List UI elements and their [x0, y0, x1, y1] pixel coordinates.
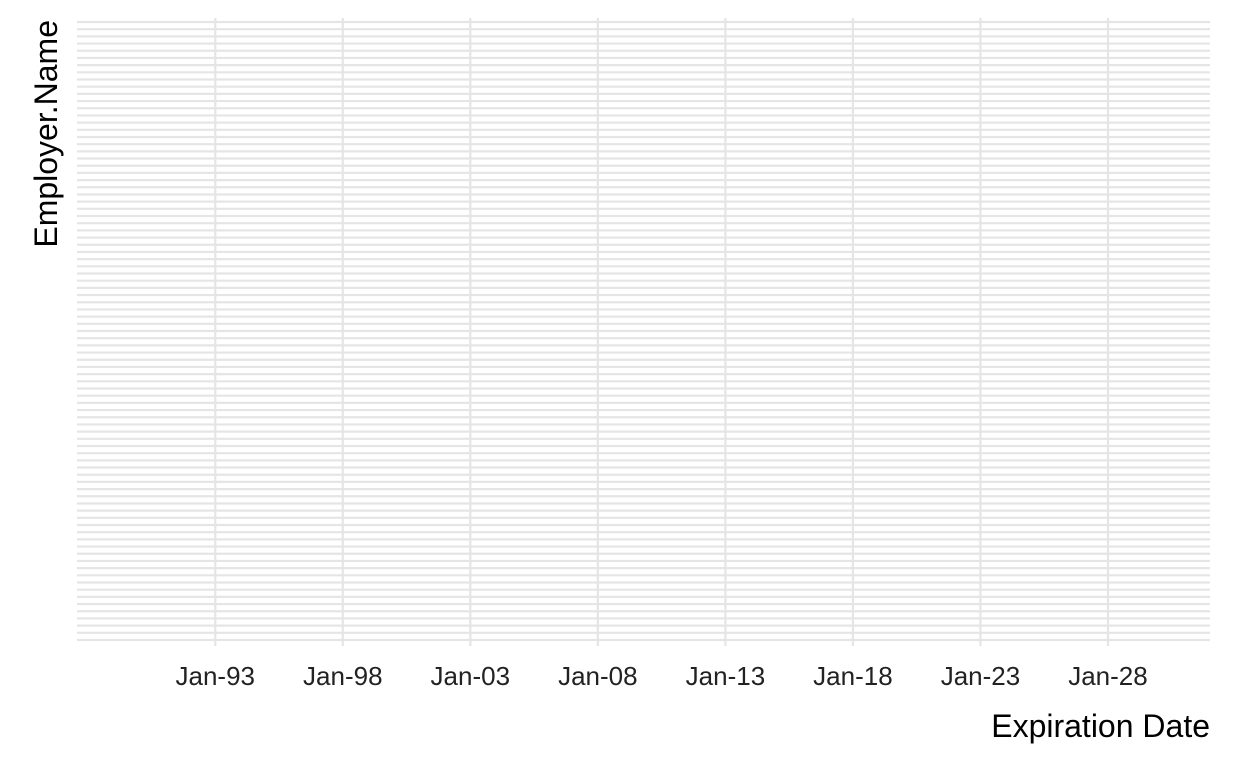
x-tick-label: Jan-03	[431, 661, 511, 691]
x-axis-tick-labels: Jan-93 Jan-98 Jan-03 Jan-08 Jan-13 Jan-18 Jan-…	[176, 661, 1148, 691]
horizontal-gridlines	[77, 20, 1210, 642]
x-tick-label: Jan-08	[558, 661, 638, 691]
x-tick-label: Jan-93	[176, 661, 256, 691]
x-tick-label: Jan-28	[1068, 661, 1148, 691]
x-tick-label: Jan-18	[813, 661, 893, 691]
x-tick-label: Jan-13	[686, 661, 766, 691]
x-tick-label: Jan-23	[941, 661, 1021, 691]
x-tick-label: Jan-98	[303, 661, 383, 691]
x-axis-title: Expiration Date	[991, 708, 1210, 744]
y-axis-title: Employer.Name	[28, 20, 64, 248]
vertical-gridlines	[214, 18, 1110, 646]
